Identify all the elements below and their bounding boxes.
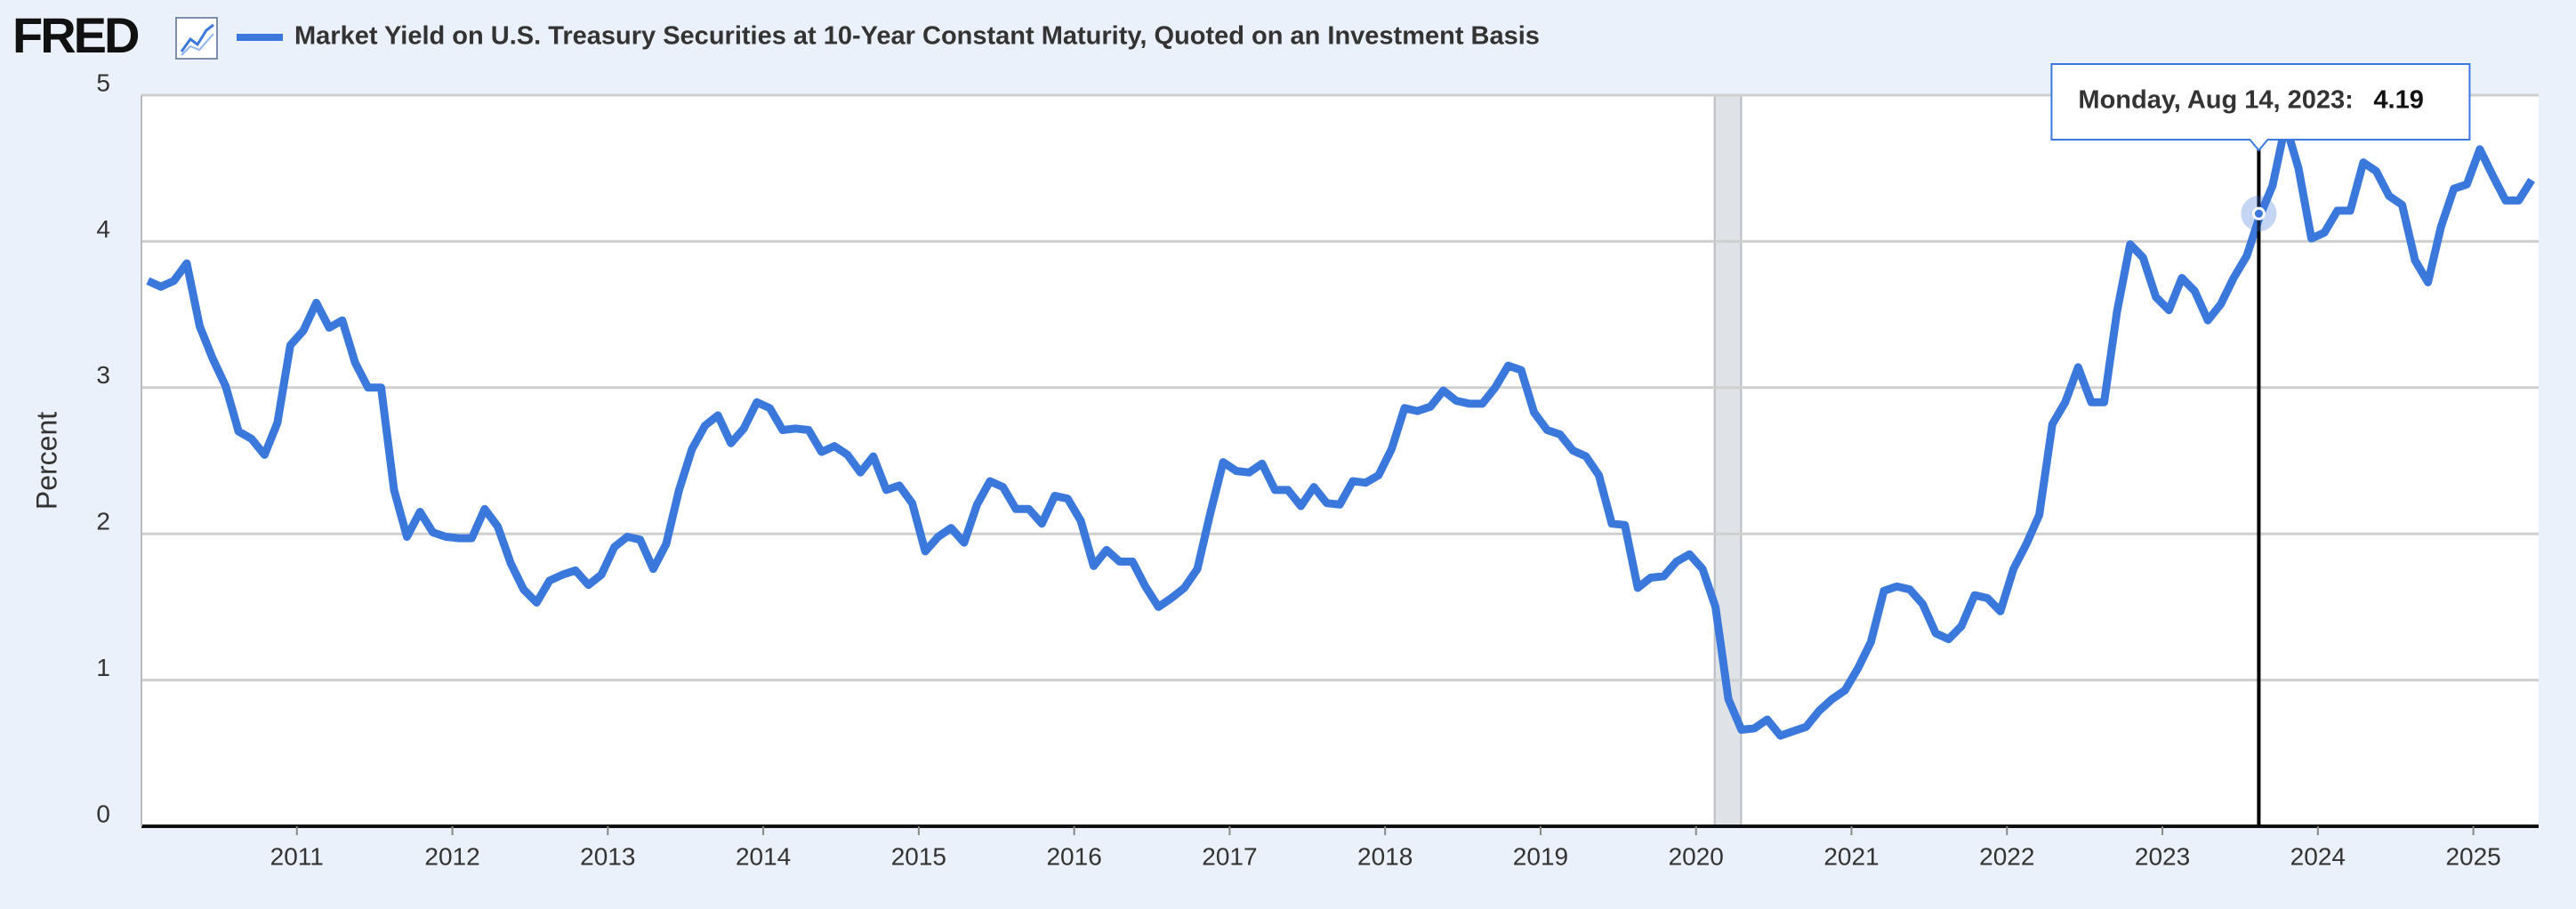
x-tick-label: 2014 [736,842,791,870]
x-tick-label: 2023 [2135,842,2190,870]
plot-area [141,95,2539,826]
x-tick-label: 2025 [2445,842,2500,870]
y-tick-label: 0 [96,800,110,827]
x-tick-label: 2016 [1046,842,1101,870]
y-tick-label: 5 [96,68,110,96]
x-tick-label: 2013 [580,842,635,870]
x-tick-label: 2019 [1513,842,1568,870]
x-tick-label: 2021 [1823,842,1879,870]
logo-icon [175,17,218,60]
y-axis-label: Percent [30,412,62,510]
y-tick-label: 1 [96,654,110,681]
x-tick-label: 2024 [2290,842,2346,870]
tooltip-value: 4.19 [2373,86,2423,115]
hover-point [2251,206,2266,221]
y-tick-label: 2 [96,508,110,535]
x-tick-label: 2018 [1357,842,1413,870]
x-tick-label: 2020 [1669,842,1724,870]
series-line [146,120,2535,740]
x-tick-label: 2017 [1202,842,1257,870]
tooltip-date: Monday, Aug 14, 2023: [2078,86,2353,115]
y-tick-label: 4 [96,215,110,243]
tooltip-box [2050,63,2471,152]
x-tick-label: 2015 [891,842,946,870]
logo: FRED [12,7,139,63]
x-tick-label: 2012 [424,842,479,870]
x-tick-label: 2011 [270,842,324,870]
y-tick-label: 3 [96,361,110,389]
legend-label: Market Yield on U.S. Treasury Securities… [294,22,1540,51]
x-tick-label: 2022 [1979,842,2034,870]
tooltip: Monday, Aug 14, 2023: 4.19 [2050,63,2471,152]
